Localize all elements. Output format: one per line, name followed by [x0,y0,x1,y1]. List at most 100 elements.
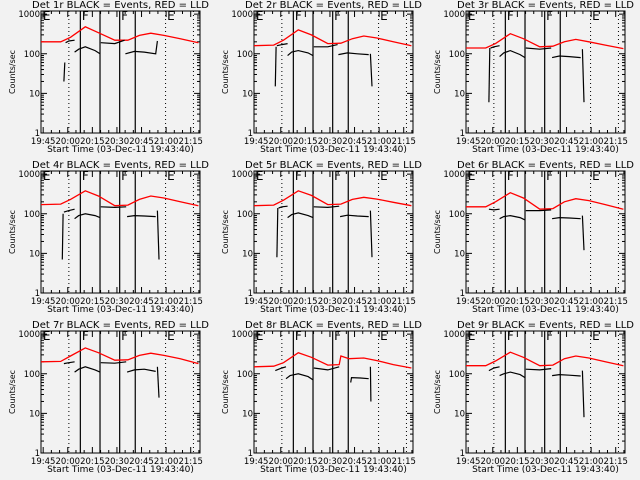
plot-frame [253,170,414,294]
panel-det-5: 1 10 100 1000 19:45 20:00 20:15 20:30 20:45 21:00… [221,160,422,315]
interval-letter: F [507,9,514,23]
panel-title: Det 1r BLACK = Events, RED = LLD [32,0,209,11]
panel-det-3: 1 10 100 1000 19:45 20:00 20:15 20:30 20:45 21:00… [433,0,634,155]
y-axis-label: Counts/sec [8,210,17,254]
y-tick-label: 100 [237,50,253,60]
events-series-segment [127,214,156,218]
x-axis-label: Start Time (03-Dec-11 19:43:40) [260,465,407,475]
events-series-segment [65,39,75,44]
y-tick-label: 100 [237,210,253,220]
y-tick-label: 1 [248,129,253,139]
y-tick-label: 100 [449,210,465,220]
panel-title: Det 3r BLACK = Events, RED = LLD [457,0,634,11]
events-series-segment [63,361,75,365]
y-axis-label: Counts/sec [8,50,17,94]
events-series-segment [581,49,585,103]
interval-letter: E [468,169,476,183]
y-tick-label: 1 [35,449,40,459]
x-tick-label: 20:00 [56,457,81,467]
x-axis-label: Start Time (03-Dec-11 19:43:40) [47,465,194,475]
x-tick-label: 20:15 [293,297,318,307]
x-tick-label: 19:45 [31,137,56,147]
x-tick-label: 20:00 [56,137,81,147]
events-series-segment [126,368,156,373]
lld-series-line [40,190,199,207]
x-tick-label: 21:00 [154,457,179,467]
x-tick-label: 20:00 [481,457,506,467]
interval-letter: E [468,9,476,23]
y-tick-label: 1000 [443,10,465,20]
events-series-segment [581,370,585,418]
y-axis-label: Counts/sec [433,370,442,414]
events-series-segment [350,376,369,383]
events-series-segment [276,207,279,258]
x-tick-label: 20:00 [56,297,81,307]
x-tick-label: 20:45 [342,457,367,467]
x-tick-label: 20:15 [505,137,530,147]
panel-title: Det 6r BLACK = Events, RED = LLD [457,160,634,171]
events-series-segment [313,366,340,371]
events-series-segment [552,216,581,220]
x-axis-label: Start Time (03-Dec-11 19:43:40) [472,145,619,155]
y-tick-label: 1 [248,449,253,459]
x-tick-label: 20:45 [342,297,367,307]
lld-series-line [466,351,624,367]
events-series-segment [74,46,101,55]
panel-title: Det 4r BLACK = Events, RED = LLD [32,160,209,171]
y-tick-label: 10 [454,409,465,419]
x-tick-label: 21:15 [603,457,628,467]
interval-letter: F [546,329,553,343]
x-tick-label: 20:30 [530,297,555,307]
x-tick-label: 20:45 [129,137,154,147]
interval-letter: E [592,329,600,343]
y-tick-label: 100 [24,50,40,60]
interval-letter: F [121,169,128,183]
x-tick-label: 21:15 [603,297,628,307]
x-tick-label: 21:00 [579,457,604,467]
interval-letter: F [334,169,341,183]
x-tick-label: 21:00 [579,297,604,307]
y-axis-label: Counts/sec [221,50,230,94]
interval-letter: E [380,9,388,23]
x-axis-label: Start Time (03-Dec-11 19:43:40) [260,305,407,315]
x-tick-label: 19:45 [456,457,481,467]
x-axis-label: Start Time (03-Dec-11 19:43:40) [472,465,619,475]
plot-frame [253,10,414,134]
events-series-segment [525,209,552,212]
y-tick-label: 1000 [18,10,40,20]
y-axis-label: Counts/sec [221,210,230,254]
events-series-segment [313,44,338,48]
lld-series-line [253,29,412,47]
events-series-segment [74,213,101,220]
y-tick-label: 10 [454,249,465,259]
x-tick-label: 20:00 [269,457,294,467]
interval-letter: E [43,169,51,183]
x-tick-label: 20:15 [80,137,105,147]
events-series-segment [74,366,101,373]
x-tick-label: 19:45 [244,297,269,307]
interval-letter: F [82,169,89,183]
x-tick-label: 21:00 [154,297,179,307]
x-tick-label: 21:00 [367,457,392,467]
y-tick-label: 100 [449,370,465,380]
panel-title: Det 5r BLACK = Events, RED = LLD [245,160,422,171]
events-series-segment [156,366,160,398]
x-tick-label: 19:45 [244,137,269,147]
x-tick-label: 20:00 [269,297,294,307]
x-tick-label: 20:45 [129,297,154,307]
x-tick-label: 20:45 [342,137,367,147]
x-tick-label: 20:30 [530,457,555,467]
interval-letter: E [380,329,388,343]
interval-letter: F [121,329,128,343]
x-tick-label: 20:30 [530,137,555,147]
events-series-segment [313,205,340,209]
events-series-segment [525,47,552,50]
panel-det-2: 1 10 100 1000 19:45 20:00 20:15 20:30 20:45 21:00… [221,0,422,155]
events-series-segment [490,45,500,49]
x-tick-label: 20:15 [293,457,318,467]
plot-frame [40,330,201,454]
y-tick-label: 10 [29,89,40,99]
events-series-segment [499,371,526,379]
